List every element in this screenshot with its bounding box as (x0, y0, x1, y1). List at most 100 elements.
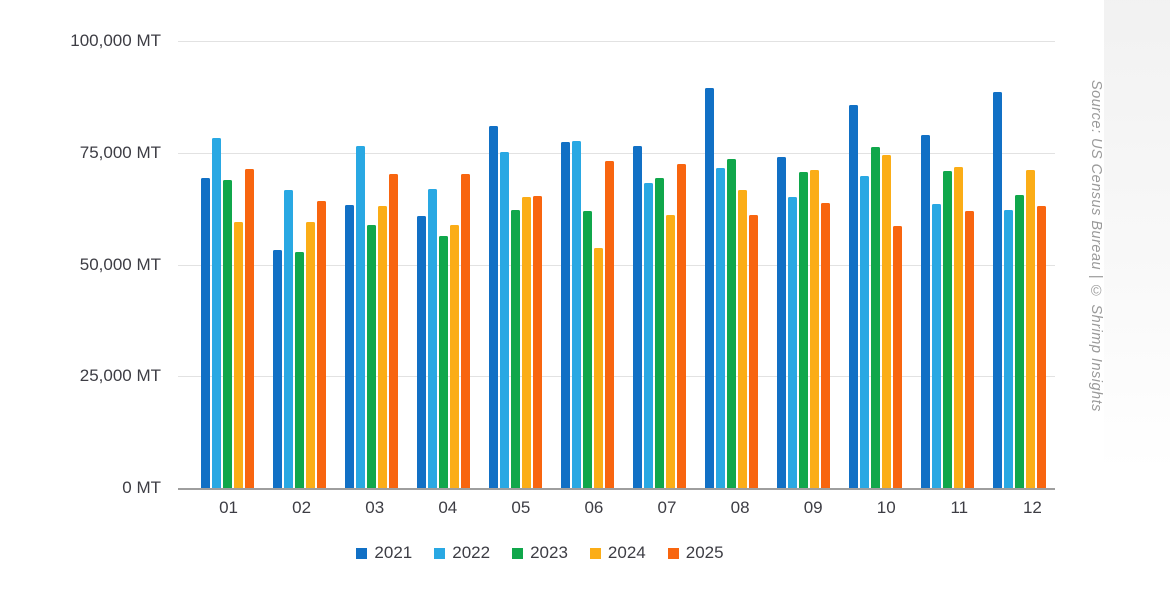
bar-2023-month-11[interactable] (942, 170, 952, 488)
legend-item-2023[interactable]: 2023 (512, 543, 568, 563)
bar-2022-month-02[interactable] (284, 190, 294, 488)
bar-2025-month-06[interactable] (605, 161, 615, 488)
bar-2022-month-11[interactable] (931, 203, 941, 488)
bar-group-04 (408, 41, 480, 488)
bar-groups (178, 41, 1055, 488)
bar-2021-month-11[interactable] (920, 135, 930, 488)
bar-2025-month-07[interactable] (676, 163, 686, 488)
legend-item-2025[interactable]: 2025 (667, 543, 724, 563)
bar-2021-month-06[interactable] (561, 142, 571, 488)
bar-group-09 (767, 41, 839, 488)
x-axis-label-03: 03 (365, 498, 385, 517)
bar-2025-month-01[interactable] (245, 168, 255, 488)
bar-2021-month-04[interactable] (417, 215, 427, 488)
bar-group-03 (336, 41, 408, 488)
bar-2024-month-06[interactable] (594, 247, 604, 488)
x-axis-label-06: 06 (584, 498, 604, 517)
legend-item-2024[interactable]: 2024 (589, 543, 646, 563)
bar-2025-month-04[interactable] (461, 173, 471, 488)
bar-2024-month-11[interactable] (953, 167, 963, 488)
gridline (178, 152, 1055, 154)
bar-2024-month-03[interactable] (378, 205, 388, 488)
legend-item-2022[interactable]: 2022 (434, 543, 490, 563)
bar-2024-month-12[interactable] (1025, 170, 1035, 488)
bar-2023-month-06[interactable] (583, 211, 593, 488)
legend-swatch-2023 (512, 547, 524, 559)
legend-label-2025: 2025 (685, 543, 724, 562)
bar-2025-month-02[interactable] (317, 201, 327, 488)
y-axis-label: 100,000 MT (70, 31, 161, 50)
bar-2021-month-10[interactable] (848, 105, 858, 488)
bar-2022-month-05[interactable] (500, 152, 510, 488)
x-axis-label-01: 01 (219, 498, 238, 517)
bar-2021-month-07[interactable] (632, 146, 642, 488)
bar-2024-month-02[interactable] (306, 221, 316, 488)
bar-2024-month-10[interactable] (881, 154, 891, 488)
bar-2024-month-04[interactable] (450, 225, 460, 488)
bar-2022-month-09[interactable] (787, 197, 797, 488)
y-axis: 100,000 MT 75,000 MT 50,000 MT 25,000 MT 0 M… (0, 31, 161, 497)
bar-2023-month-03[interactable] (367, 224, 377, 488)
bar-2021-month-09[interactable] (776, 156, 786, 488)
bar-2024-month-08[interactable] (737, 190, 747, 488)
bar-2023-month-08[interactable] (726, 159, 736, 488)
bar-2022-month-04[interactable] (428, 188, 438, 488)
bar-2025-month-10[interactable] (892, 225, 902, 488)
bar-2023-month-07[interactable] (654, 177, 664, 488)
bar-2024-month-01[interactable] (234, 221, 244, 488)
legend-swatch-2024 (589, 547, 601, 559)
bar-2022-month-07[interactable] (643, 183, 653, 488)
x-axis-label-05: 05 (511, 498, 531, 517)
bar-2023-month-02[interactable] (295, 252, 305, 488)
bar-2025-month-08[interactable] (748, 214, 758, 488)
x-axis-label-08: 08 (730, 498, 750, 517)
legend-label-2023: 2023 (530, 543, 568, 562)
x-axis-label-02: 02 (292, 498, 312, 517)
x-axis: 01 02 03 04 05 06 07 08 09 10 11 12 (178, 498, 1069, 518)
bar-2022-month-01[interactable] (212, 137, 222, 488)
source-attribution: Source: US Census Bureau | © Shrimp Insi… (1088, 80, 1104, 412)
bar-2025-month-11[interactable] (964, 211, 974, 488)
x-axis-label-10: 10 (876, 498, 896, 517)
bar-group-05 (480, 41, 552, 488)
bar-2021-month-12[interactable] (992, 92, 1002, 488)
y-axis-label: 50,000 MT (79, 254, 161, 274)
bar-2021-month-05[interactable] (489, 126, 499, 488)
bar-2022-month-06[interactable] (572, 140, 582, 488)
bar-2023-month-10[interactable] (870, 146, 880, 488)
bar-2025-month-12[interactable] (1036, 206, 1046, 488)
bar-2024-month-07[interactable] (665, 214, 675, 488)
gridline (178, 376, 1055, 378)
bar-2023-month-04[interactable] (439, 236, 449, 488)
bar-2022-month-12[interactable] (1003, 210, 1013, 488)
bar-2025-month-03[interactable] (389, 173, 399, 488)
bar-2022-month-03[interactable] (356, 145, 366, 488)
bar-2023-month-05[interactable] (511, 209, 521, 488)
bar-group-12 (983, 41, 1055, 488)
bar-group-07 (624, 41, 696, 488)
legend: 2021 2022 2023 2024 2025 (0, 543, 1080, 563)
x-axis-label-09: 09 (803, 498, 823, 517)
y-axis-label: 0 MT (122, 478, 161, 497)
legend-item-2021[interactable]: 2021 (356, 543, 412, 563)
bar-2023-month-01[interactable] (223, 180, 233, 488)
y-axis-label: 75,000 MT (79, 142, 161, 162)
legend-label-2021: 2021 (374, 543, 413, 562)
bar-2021-month-01[interactable] (201, 177, 211, 488)
bar-2021-month-08[interactable] (704, 87, 714, 488)
bar-2024-month-09[interactable] (809, 169, 819, 488)
bar-2025-month-09[interactable] (820, 202, 830, 488)
bar-2025-month-05[interactable] (533, 195, 543, 488)
x-axis-label-11: 11 (950, 498, 969, 517)
bar-2023-month-09[interactable] (798, 172, 808, 488)
x-axis-label-12: 12 (1022, 498, 1042, 517)
bar-2023-month-12[interactable] (1014, 195, 1024, 488)
bar-group-08 (695, 41, 767, 488)
x-axis-label-04: 04 (438, 498, 458, 517)
bar-2022-month-10[interactable] (859, 175, 869, 488)
plot-area (178, 41, 1055, 490)
bar-2022-month-08[interactable] (715, 167, 725, 488)
bar-2021-month-03[interactable] (345, 204, 355, 488)
bar-2024-month-05[interactable] (522, 197, 532, 488)
bar-2021-month-02[interactable] (273, 250, 283, 488)
